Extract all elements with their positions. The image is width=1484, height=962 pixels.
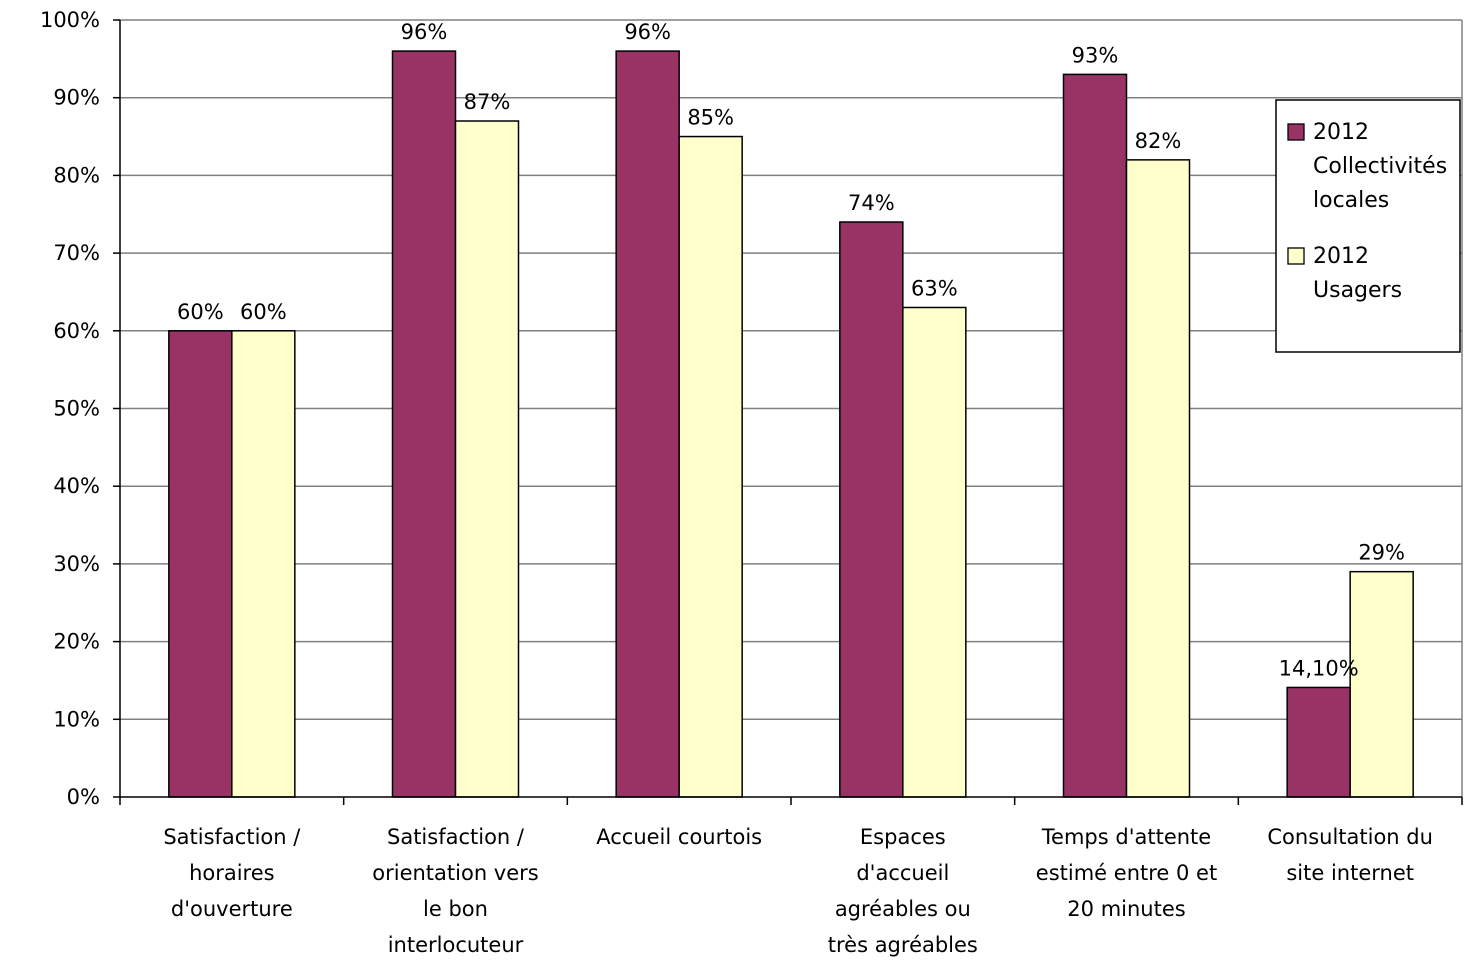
x-tick-label-line: très agréables [828,933,978,957]
x-tick-label-line: d'ouverture [171,897,293,921]
legend-label-line: locales [1313,188,1389,213]
legend-entry: 2012 Usagers [1313,244,1402,303]
data-label: 63% [911,276,958,300]
x-tick-label-line: orientation vers [372,861,538,885]
y-tick-label: 20% [53,630,100,654]
x-tick-label: Espaces d'accueil agréables ou très agréabl… [828,825,978,957]
y-tick-label: 10% [53,707,100,731]
x-tick-label: Accueil courtois [596,825,762,849]
bars [168,50,1414,798]
data-label: 60% [240,300,287,324]
y-tick-label: 80% [53,163,100,187]
bar-series-2 [902,306,967,798]
x-tick-label: Temps d'attente estimé entre 0 et 20 minut… [1036,825,1217,921]
y-tick-label: 90% [53,86,100,110]
bar-series-2 [231,330,296,798]
legend-entry: 2012 Collectivités locales [1313,120,1447,213]
x-tick-label: Consultation du site internet [1267,825,1433,885]
y-tick-label: 70% [53,241,100,265]
gridlines [120,19,1463,797]
x-tick-label-line: Satisfaction / [387,825,525,849]
axes [113,19,1463,805]
x-tick-label-line: site internet [1286,861,1414,885]
data-label: 60% [177,300,224,324]
y-tick-label: 40% [53,474,100,498]
legend-swatch [1287,247,1305,265]
bar-series-2 [1349,570,1414,798]
x-tick-label-line: 20 minutes [1067,897,1185,921]
legend-label-line: Collectivités [1313,154,1447,179]
bar-series-1 [839,221,904,798]
y-tick-label: 0% [67,785,100,809]
data-label: 14,10% [1279,656,1359,680]
x-tick-label-line: Temps d'attente [1041,825,1211,849]
data-label: 87% [464,90,511,114]
y-tick-label: 50% [53,397,100,421]
data-label: 74% [848,191,895,215]
x-tick-label-line: estimé entre 0 et [1036,861,1217,885]
x-tick-label: Satisfaction / orientation vers le bon inte… [372,825,538,957]
x-tick-label-line: Consultation du [1267,825,1433,849]
bar-series-1 [1062,73,1128,798]
legend-label-line: 2012 [1313,120,1369,145]
bar-series-2 [678,135,743,798]
y-tick-label: 60% [53,319,100,343]
data-label: 85% [687,106,734,130]
x-tick-label-line: interlocuteur [388,933,524,957]
data-label: 29% [1358,541,1405,565]
y-tick-label: 100% [40,8,100,32]
x-tick-label-line: d'accueil [856,861,949,885]
bar-series-2 [1125,159,1191,798]
bar-series-1 [391,50,457,798]
bar-series-1 [615,50,680,798]
data-label: 93% [1072,43,1119,67]
x-tick-label-line: Espaces [860,825,946,849]
legend-label-line: Usagers [1313,278,1402,303]
bar-series-1 [168,330,233,798]
legend-label-line: 2012 [1313,244,1369,269]
y-tick-label: 30% [53,552,100,576]
labels: 0% 10% 20% 30% 40% 50% 60% 70% 80% 90% 100% 60% 96% 9… [40,8,1433,957]
data-label: 82% [1135,129,1182,153]
bar-series-1 [1286,686,1351,798]
x-tick-label-line: Satisfaction / [163,825,301,849]
data-label: 96% [624,20,671,44]
x-tick-label-line: Accueil courtois [596,825,762,849]
x-tick-label-line: horaires [189,861,275,885]
legend-box [1275,99,1461,353]
legend-swatch [1287,123,1305,141]
x-tick-label-line: agréables ou [835,897,971,921]
x-tick-label-line: le bon [423,897,488,921]
legend: 2012 Collectivités locales 2012 Usagers [1275,99,1461,353]
x-tick-label: Satisfaction / horaires d'ouverture [163,825,301,921]
bar-series-2 [454,120,520,798]
data-label: 96% [401,20,448,44]
